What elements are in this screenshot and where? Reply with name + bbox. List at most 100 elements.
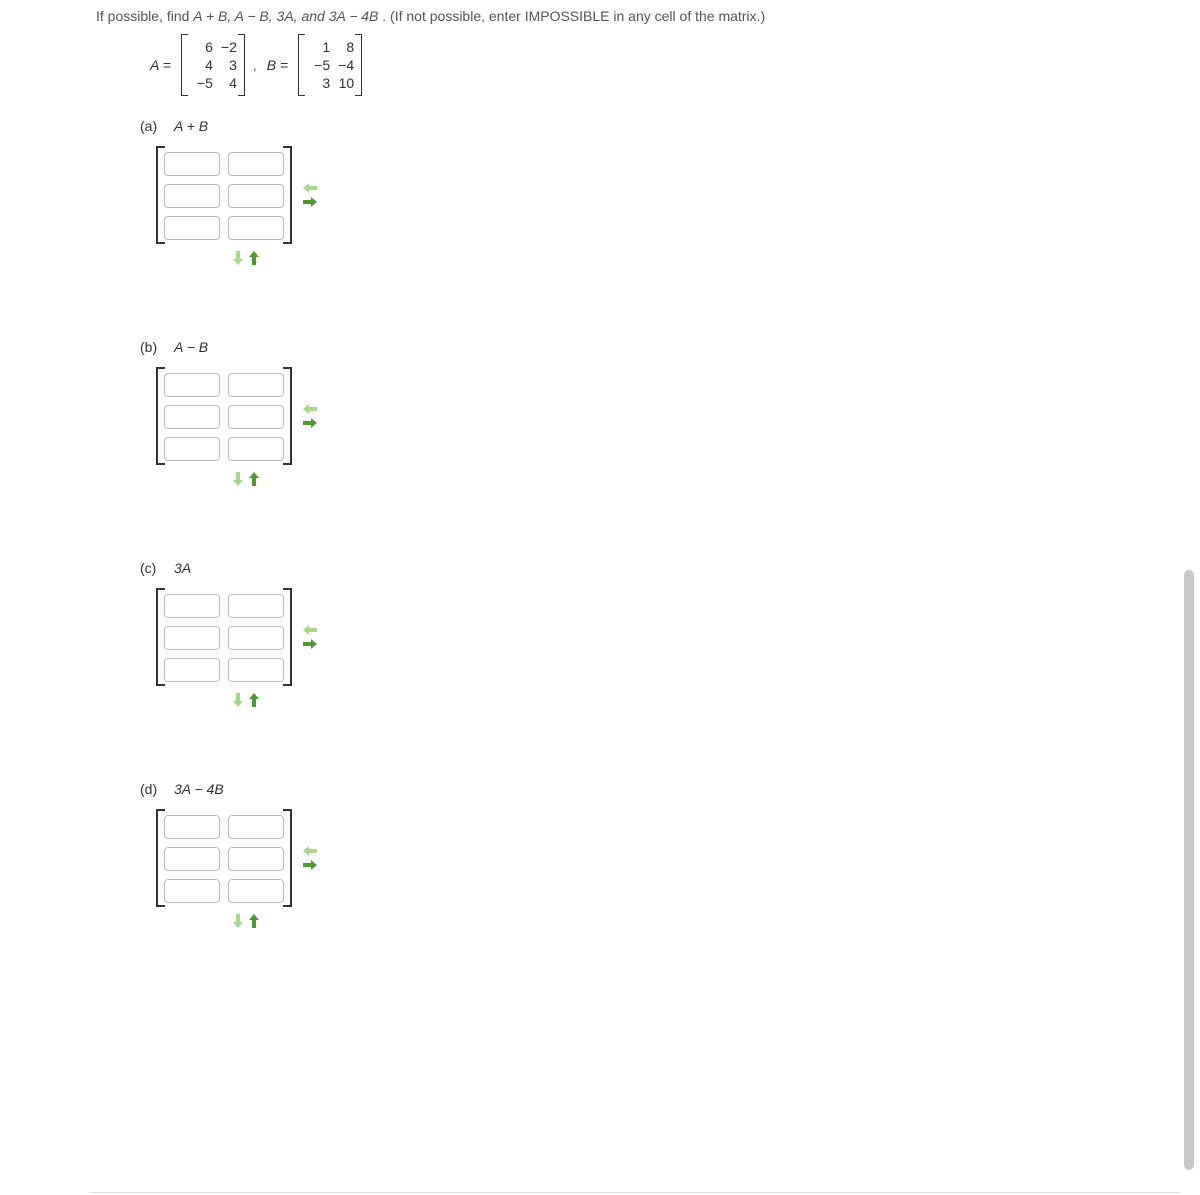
matrix-cell-input[interactable]: [228, 879, 284, 903]
comma: ,: [253, 57, 257, 73]
remove-col-button[interactable]: [302, 845, 318, 857]
col-controls: [302, 624, 318, 650]
question-body: If possible, find A + B, A − B, 3A, and …: [0, 0, 1200, 1032]
matrix-cell-input[interactable]: [164, 405, 220, 429]
divider: [90, 1192, 1180, 1193]
matrix-cell-input[interactable]: [164, 879, 220, 903]
matrix-cell-input[interactable]: [228, 216, 284, 240]
part-tag: (c): [140, 560, 174, 576]
arrow-remove-col-icon: [302, 182, 318, 194]
row-controls: [156, 913, 336, 932]
part-expr: 3A − 4B: [174, 781, 224, 797]
row-controls: [156, 250, 336, 269]
arrow-add-col-icon: [302, 196, 318, 208]
matrix-cell-input[interactable]: [228, 437, 284, 461]
part-label: (b)A − B: [140, 339, 1200, 355]
arrow-remove-col-icon: [302, 403, 318, 415]
prompt-expr: A + B, A − B, 3A, and 3A − 4B: [193, 8, 378, 24]
row-controls: [156, 471, 336, 490]
arrow-add-row-icon: [232, 913, 244, 929]
part-label: (d)3A − 4B: [140, 781, 1200, 797]
part-d: (d)3A − 4B: [140, 781, 1200, 932]
answer-matrix: [156, 809, 292, 907]
part-tag: (d): [140, 781, 174, 797]
matrix-definitions: A = 6−2 43 −54 , B = 18 −5−4 310: [148, 34, 1200, 96]
scrollbar[interactable]: [1184, 0, 1194, 1192]
arrow-add-col-icon: [302, 417, 318, 429]
matrix-cell-input[interactable]: [228, 405, 284, 429]
matrix-B: 18 −5−4 310: [298, 34, 362, 96]
part-label: (a)A + B: [140, 118, 1200, 134]
part-c: (c)3A: [140, 560, 1200, 711]
col-controls: [302, 403, 318, 429]
add-row-button[interactable]: [232, 692, 244, 711]
remove-row-button[interactable]: [248, 471, 260, 490]
answer-row: [156, 367, 376, 465]
remove-col-button[interactable]: [302, 182, 318, 194]
answer-row: [156, 588, 376, 686]
part-a: (a)A + B: [140, 118, 1200, 269]
add-col-button[interactable]: [302, 638, 318, 650]
prompt-post: . (If not possible, enter IMPOSSIBLE in …: [382, 8, 765, 24]
arrow-add-col-icon: [302, 859, 318, 871]
matrix-cell-input[interactable]: [228, 626, 284, 650]
arrow-remove-col-icon: [302, 624, 318, 636]
add-row-button[interactable]: [232, 913, 244, 932]
col-controls: [302, 182, 318, 208]
prompt-pre: If possible, find: [96, 8, 193, 24]
matrix-cell-input[interactable]: [228, 815, 284, 839]
col-controls: [302, 845, 318, 871]
add-row-button[interactable]: [232, 250, 244, 269]
arrow-remove-row-icon: [248, 250, 260, 266]
matrix-cell-input[interactable]: [164, 184, 220, 208]
remove-row-button[interactable]: [248, 692, 260, 711]
arrow-add-row-icon: [232, 692, 244, 708]
part-expr: 3A: [174, 560, 191, 576]
matrix-cell-input[interactable]: [228, 594, 284, 618]
answer-row: [156, 146, 376, 244]
answer-matrix: [156, 588, 292, 686]
matrix-cell-input[interactable]: [164, 815, 220, 839]
add-col-button[interactable]: [302, 196, 318, 208]
matrix-cell-input[interactable]: [228, 373, 284, 397]
add-col-button[interactable]: [302, 417, 318, 429]
answer-row: [156, 809, 376, 907]
matrix-cell-input[interactable]: [228, 658, 284, 682]
part-b: (b)A − B: [140, 339, 1200, 490]
matrix-cell-input[interactable]: [164, 152, 220, 176]
remove-row-button[interactable]: [248, 250, 260, 269]
remove-col-button[interactable]: [302, 624, 318, 636]
matrix-cell-input[interactable]: [228, 152, 284, 176]
matrix-cell-input[interactable]: [228, 847, 284, 871]
matrix-cell-input[interactable]: [228, 184, 284, 208]
matrix-cell-input[interactable]: [164, 594, 220, 618]
part-tag: (a): [140, 118, 174, 134]
matrix-cell-input[interactable]: [164, 626, 220, 650]
arrow-add-row-icon: [232, 471, 244, 487]
arrow-remove-col-icon: [302, 845, 318, 857]
answer-matrix: [156, 367, 292, 465]
arrow-add-col-icon: [302, 638, 318, 650]
matrix-cell-input[interactable]: [164, 437, 220, 461]
remove-col-button[interactable]: [302, 403, 318, 415]
part-expr: A − B: [174, 339, 208, 355]
part-expr: A + B: [174, 118, 208, 134]
matrix-B-label: B =: [267, 57, 288, 73]
arrow-add-row-icon: [232, 250, 244, 266]
matrix-cell-input[interactable]: [164, 373, 220, 397]
matrix-cell-input[interactable]: [164, 847, 220, 871]
prompt-text: If possible, find A + B, A − B, 3A, and …: [96, 8, 1200, 24]
part-tag: (b): [140, 339, 174, 355]
add-row-button[interactable]: [232, 471, 244, 490]
arrow-remove-row-icon: [248, 471, 260, 487]
add-col-button[interactable]: [302, 859, 318, 871]
matrix-cell-input[interactable]: [164, 658, 220, 682]
arrow-remove-row-icon: [248, 913, 260, 929]
remove-row-button[interactable]: [248, 913, 260, 932]
part-label: (c)3A: [140, 560, 1200, 576]
answer-matrix: [156, 146, 292, 244]
row-controls: [156, 692, 336, 711]
arrow-remove-row-icon: [248, 692, 260, 708]
matrix-cell-input[interactable]: [164, 216, 220, 240]
matrix-A: 6−2 43 −54: [181, 34, 245, 96]
